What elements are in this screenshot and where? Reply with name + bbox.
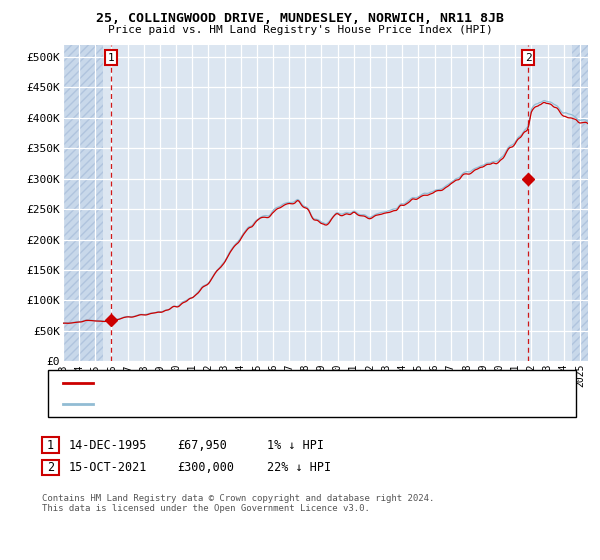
Bar <box>572 45 588 361</box>
Text: £67,950: £67,950 <box>177 438 227 452</box>
Text: 15-OCT-2021: 15-OCT-2021 <box>69 461 148 474</box>
Text: HPI: Average price, detached house, North Norfolk: HPI: Average price, detached house, Nort… <box>99 399 405 409</box>
Bar <box>63 45 103 361</box>
Bar <box>63 45 103 361</box>
Text: £300,000: £300,000 <box>177 461 234 474</box>
Text: 22% ↓ HPI: 22% ↓ HPI <box>267 461 331 474</box>
Text: 1: 1 <box>47 438 54 452</box>
Text: 14-DEC-1995: 14-DEC-1995 <box>69 438 148 452</box>
Text: 2: 2 <box>524 53 532 63</box>
Text: 25, COLLINGWOOD DRIVE, MUNDESLEY, NORWICH, NR11 8JB: 25, COLLINGWOOD DRIVE, MUNDESLEY, NORWIC… <box>96 12 504 25</box>
Text: Contains HM Land Registry data © Crown copyright and database right 2024.
This d: Contains HM Land Registry data © Crown c… <box>42 494 434 514</box>
Text: 1% ↓ HPI: 1% ↓ HPI <box>267 438 324 452</box>
Text: 2: 2 <box>47 461 54 474</box>
Text: 25, COLLINGWOOD DRIVE, MUNDESLEY, NORWICH, NR11 8JB (detached house): 25, COLLINGWOOD DRIVE, MUNDESLEY, NORWIC… <box>99 378 524 388</box>
Text: 1: 1 <box>107 53 114 63</box>
Bar <box>572 45 588 361</box>
Text: Price paid vs. HM Land Registry's House Price Index (HPI): Price paid vs. HM Land Registry's House … <box>107 25 493 35</box>
